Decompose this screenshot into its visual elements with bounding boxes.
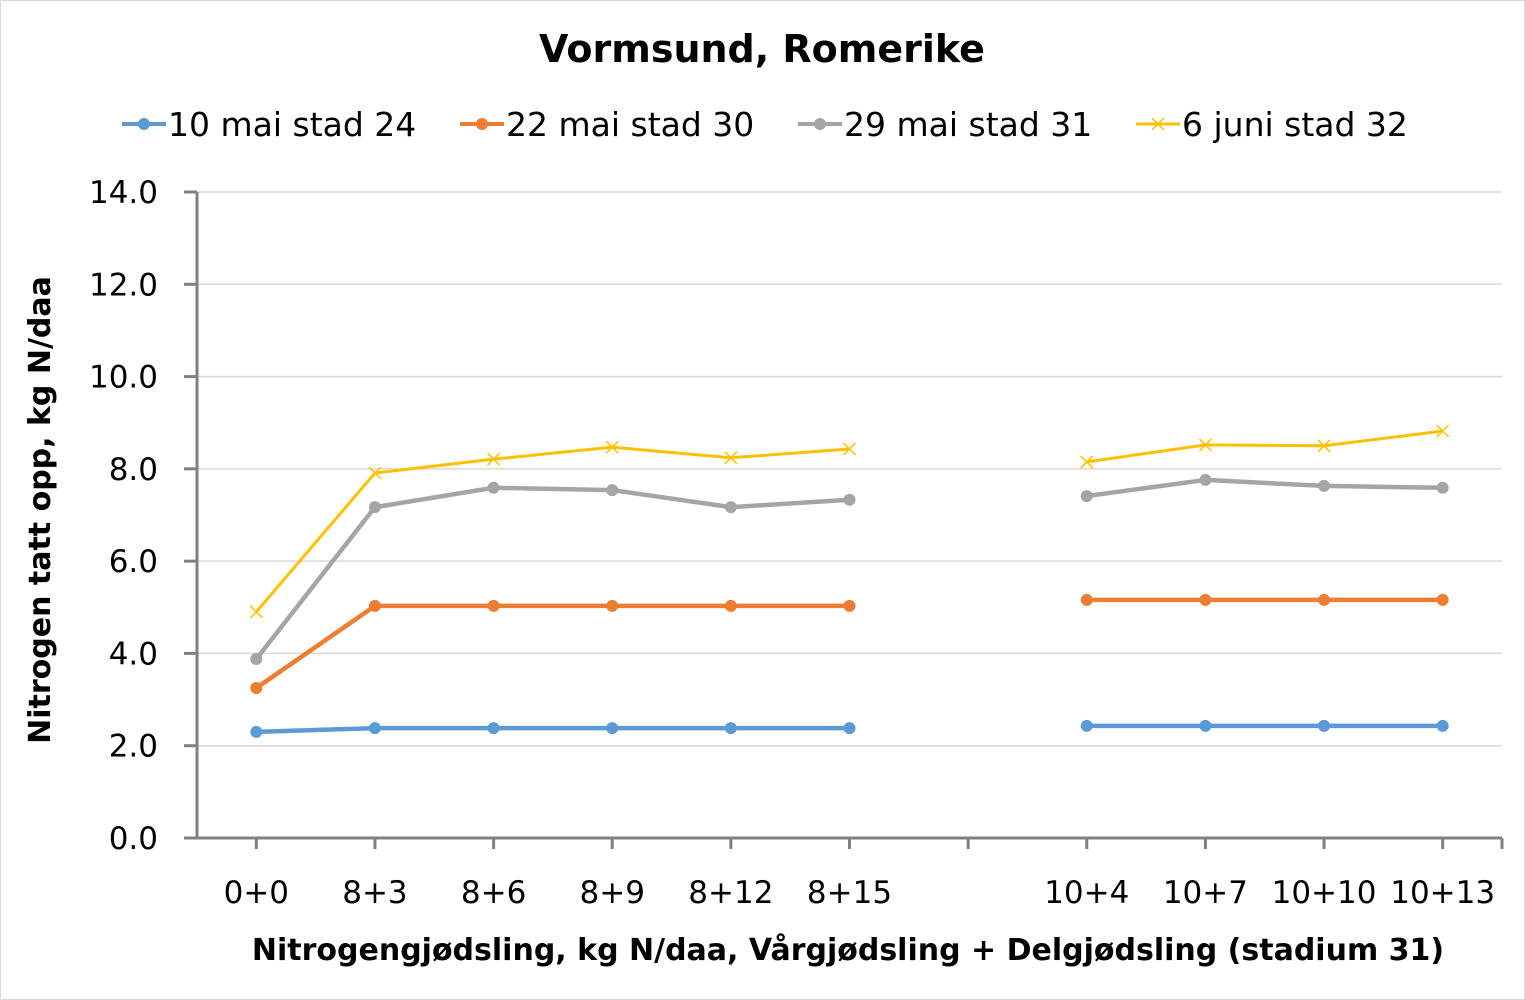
data-point <box>724 722 737 735</box>
data-point <box>843 493 856 506</box>
gridlines <box>197 191 1502 747</box>
data-point <box>1080 490 1093 503</box>
data-point <box>487 722 500 735</box>
legend-label: 22 mai stad 30 <box>506 105 754 144</box>
data-point <box>487 481 500 494</box>
data-point <box>368 466 382 480</box>
data-point <box>1318 593 1331 606</box>
y-tick-label: 12.0 <box>89 267 158 303</box>
y-tick-label: 2.0 <box>109 729 158 765</box>
data-point <box>250 682 263 695</box>
data-point <box>724 501 737 514</box>
data-point <box>606 599 619 612</box>
series-line <box>256 725 850 735</box>
data-point <box>724 451 738 465</box>
series-4 <box>249 424 1450 619</box>
x-tick-label: 10+4 <box>1044 875 1129 911</box>
data-point <box>368 722 381 735</box>
data-point <box>249 605 263 619</box>
data-point <box>250 725 263 738</box>
data-point <box>250 652 263 665</box>
data-point <box>605 440 619 454</box>
series-line <box>1086 477 1443 499</box>
data-point <box>1436 481 1449 494</box>
y-tick-label: 4.0 <box>109 636 158 672</box>
data-point <box>1318 719 1331 732</box>
data-point <box>842 442 857 456</box>
legend-marker <box>814 118 826 130</box>
x-tick-label: 10+10 <box>1272 875 1377 911</box>
data-point <box>1199 719 1212 732</box>
y-tick-label: 0.0 <box>109 821 158 857</box>
data-point <box>1199 593 1212 606</box>
series-1 <box>250 719 1449 738</box>
data-point <box>1080 455 1094 469</box>
legend-marker <box>476 118 488 130</box>
axes: 0.0 2.0 4.0 6.0 8.0 10.0 12.0 14.0 0+0 8+3 8+6 8+9 8… <box>89 175 1504 911</box>
data-point <box>487 452 501 466</box>
data-point <box>1198 438 1212 452</box>
data-point <box>368 599 381 612</box>
legend-label: 10 mai stad 24 <box>168 105 416 144</box>
legend-marker <box>138 118 150 130</box>
legend-marker <box>1151 117 1165 131</box>
chart-title: Vormsund, Romerike <box>539 27 985 71</box>
series-line <box>255 445 850 613</box>
data-point <box>1080 593 1093 606</box>
data-point <box>368 501 381 514</box>
data-point <box>606 484 619 497</box>
data-point <box>606 722 619 735</box>
data-point <box>1436 593 1449 606</box>
data-point <box>843 599 856 612</box>
y-tick-label: 14.0 <box>89 175 158 211</box>
x-tick-label: 8+3 <box>342 875 407 911</box>
data-point <box>843 722 856 735</box>
series-group <box>249 424 1450 738</box>
x-tick-label: 8+9 <box>580 875 645 911</box>
series-line <box>1086 429 1443 464</box>
data-point <box>487 599 500 612</box>
data-point <box>1080 719 1093 732</box>
data-point <box>1436 719 1449 732</box>
y-tick-label: 8.0 <box>109 452 158 488</box>
y-axis-label: Nitrogen tatt opp, kg N/daa <box>23 276 58 744</box>
x-tick-label: 8+15 <box>807 875 892 911</box>
series-3 <box>250 473 1449 665</box>
x-tick-label: 8+6 <box>461 875 526 911</box>
series-2 <box>250 593 1449 695</box>
data-point <box>1318 479 1331 492</box>
x-tick-label: 8+12 <box>688 875 773 911</box>
data-point <box>1199 473 1212 486</box>
legend-label: 29 mai stad 31 <box>844 105 1092 144</box>
x-axis-label: Nitrogengjødsling, kg N/daa, Vårgjødslin… <box>252 932 1444 968</box>
series-line <box>255 603 850 690</box>
x-tick-label: 10+13 <box>1390 875 1495 911</box>
data-point <box>724 599 737 612</box>
legend-label: 6 juni stad 32 <box>1182 105 1408 144</box>
series-line <box>254 485 850 661</box>
y-tick-label: 6.0 <box>109 544 158 580</box>
y-tick-label: 10.0 <box>89 360 158 396</box>
x-tick-label: 0+0 <box>224 875 289 911</box>
data-point <box>1436 424 1450 438</box>
x-tick-label: 10+7 <box>1163 875 1248 911</box>
data-point <box>1317 439 1331 453</box>
legend: 10 mai stad 24 22 mai stad 30 29 mai stad … <box>122 105 1408 144</box>
